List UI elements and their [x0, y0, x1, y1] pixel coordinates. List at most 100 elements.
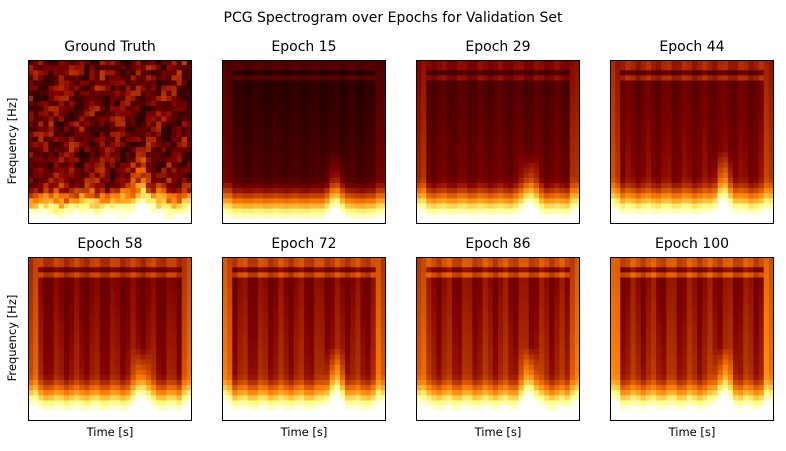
heatmap-cell: [748, 173, 754, 179]
heatmap-cell: [467, 96, 473, 102]
heatmap-cell: [437, 81, 443, 87]
heatmap-cell: [299, 86, 305, 92]
heatmap-cell: [651, 214, 657, 220]
heatmap-cell: [161, 272, 167, 278]
heatmap-cell: [718, 142, 724, 148]
heatmap-cell: [641, 70, 647, 76]
heatmap-cell: [38, 267, 44, 273]
heatmap-cell: [258, 142, 264, 148]
heatmap-cell: [166, 319, 172, 325]
heatmap-cell: [33, 106, 39, 112]
heatmap-cell: [426, 152, 432, 158]
heatmap-cell: [544, 183, 550, 189]
heatmap-cell: [488, 111, 494, 117]
heatmap-cell: [330, 193, 336, 199]
heatmap-cell: [524, 147, 530, 153]
heatmap-cell: [156, 390, 162, 396]
heatmap-cell: [366, 86, 372, 92]
heatmap-cell: [304, 96, 310, 102]
heatmap-cell: [360, 193, 366, 199]
heatmap-cell: [146, 209, 152, 215]
heatmap-cell: [141, 198, 147, 204]
heatmap-cell: [263, 91, 269, 97]
heatmap-cell: [707, 157, 713, 163]
heatmap-cell: [141, 142, 147, 148]
heatmap-cell: [115, 319, 121, 325]
heatmap-cell: [447, 81, 453, 87]
heatmap-cell: [661, 209, 667, 215]
heatmap-cell: [115, 163, 121, 169]
heatmap-cell: [733, 173, 739, 179]
heatmap-cell: [498, 193, 504, 199]
heatmap-cell: [462, 86, 468, 92]
heatmap-cell: [646, 152, 652, 158]
heatmap-cell: [263, 147, 269, 153]
heatmap-cell: [105, 390, 111, 396]
heatmap-cell: [513, 137, 519, 143]
heatmap-cell: [43, 168, 49, 174]
heatmap-cell: [728, 81, 734, 87]
heatmap-cell: [672, 152, 678, 158]
heatmap-cell: [141, 188, 147, 194]
heatmap-cell: [263, 178, 269, 184]
heatmap-cell: [447, 101, 453, 107]
heatmap-cell: [319, 137, 325, 143]
heatmap-cell: [59, 122, 65, 128]
heatmap-cell: [519, 193, 525, 199]
heatmap-cell: [105, 183, 111, 189]
heatmap-cell: [534, 204, 540, 210]
heatmap-cell: [263, 137, 269, 143]
heatmap-cell: [508, 142, 514, 148]
heatmap-cell: [350, 214, 356, 220]
heatmap-cell: [151, 360, 157, 366]
heatmap-cell: [366, 116, 372, 122]
heatmap-cell: [105, 75, 111, 81]
heatmap-cell: [49, 262, 55, 268]
heatmap-cell: [125, 86, 131, 92]
heatmap-cell: [95, 178, 101, 184]
heatmap-cell: [656, 96, 662, 102]
heatmap-cell: [141, 354, 147, 360]
heatmap-cell: [697, 214, 703, 220]
heatmap-cell: [764, 198, 770, 204]
heatmap-cell: [636, 81, 642, 87]
heatmap-cell: [100, 106, 106, 112]
heatmap-cell: [131, 163, 137, 169]
heatmap-cell: [110, 298, 116, 304]
heatmap-cell: [273, 106, 279, 112]
heatmap-cell: [330, 86, 336, 92]
heatmap-cell: [508, 81, 514, 87]
heatmap-cell: [661, 101, 667, 107]
heatmap-cell: [161, 96, 167, 102]
heatmap-cell: [677, 214, 683, 220]
heatmap-cell: [452, 81, 458, 87]
heatmap-cell: [707, 193, 713, 199]
heatmap-cell: [437, 142, 443, 148]
heatmap-cell: [64, 303, 70, 309]
heatmap-cell: [156, 81, 162, 87]
heatmap-cell: [625, 101, 631, 107]
heatmap-cell: [656, 101, 662, 107]
heatmap-cell: [95, 209, 101, 215]
heatmap-cell: [462, 209, 468, 215]
heatmap-cell: [325, 214, 331, 220]
heatmap-cell: [90, 308, 96, 314]
heatmap-cell: [646, 116, 652, 122]
heatmap-cell: [43, 293, 49, 299]
heatmap-cell: [483, 116, 489, 122]
heatmap-cell: [90, 380, 96, 386]
heatmap-cell: [79, 147, 85, 153]
heatmap-cell: [74, 198, 80, 204]
heatmap-cell: [682, 111, 688, 117]
heatmap-cell: [69, 106, 75, 112]
heatmap-cell: [141, 375, 147, 381]
heatmap-cell: [43, 334, 49, 340]
heatmap-cell: [294, 65, 300, 71]
heatmap-cell: [110, 86, 116, 92]
heatmap-cell: [136, 183, 142, 189]
heatmap-cell: [309, 132, 315, 138]
heatmap-cell: [340, 209, 346, 215]
heatmap-cell: [376, 193, 382, 199]
heatmap-cell: [738, 132, 744, 138]
heatmap-cell: [759, 178, 765, 184]
